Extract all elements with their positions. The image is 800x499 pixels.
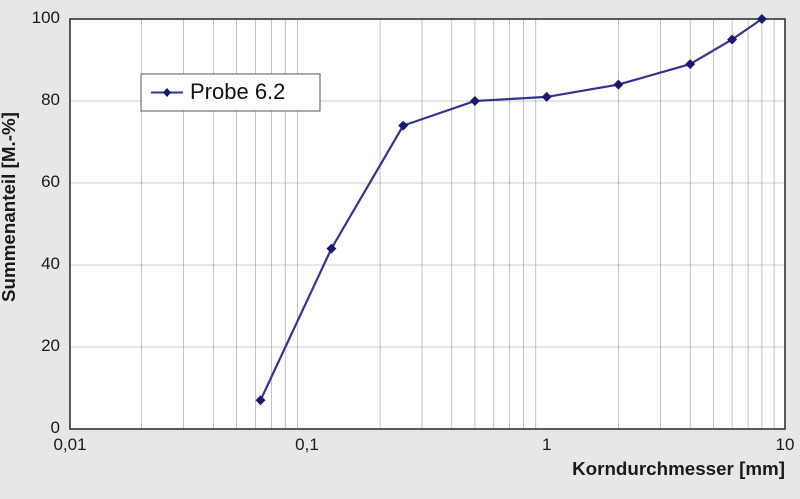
svg-text:80: 80: [41, 90, 60, 109]
svg-text:Summenanteil [M.-%]: Summenanteil [M.-%]: [0, 112, 19, 302]
svg-text:10: 10: [776, 435, 795, 454]
svg-text:100: 100: [32, 8, 60, 27]
svg-text:20: 20: [41, 336, 60, 355]
svg-text:0,1: 0,1: [295, 435, 319, 454]
svg-text:60: 60: [41, 172, 60, 191]
svg-text:Probe 6.2: Probe 6.2: [190, 79, 285, 104]
svg-text:40: 40: [41, 254, 60, 273]
svg-text:1: 1: [542, 435, 551, 454]
svg-text:Korndurchmesser [mm]: Korndurchmesser [mm]: [572, 458, 785, 479]
svg-text:0,01: 0,01: [53, 435, 86, 454]
